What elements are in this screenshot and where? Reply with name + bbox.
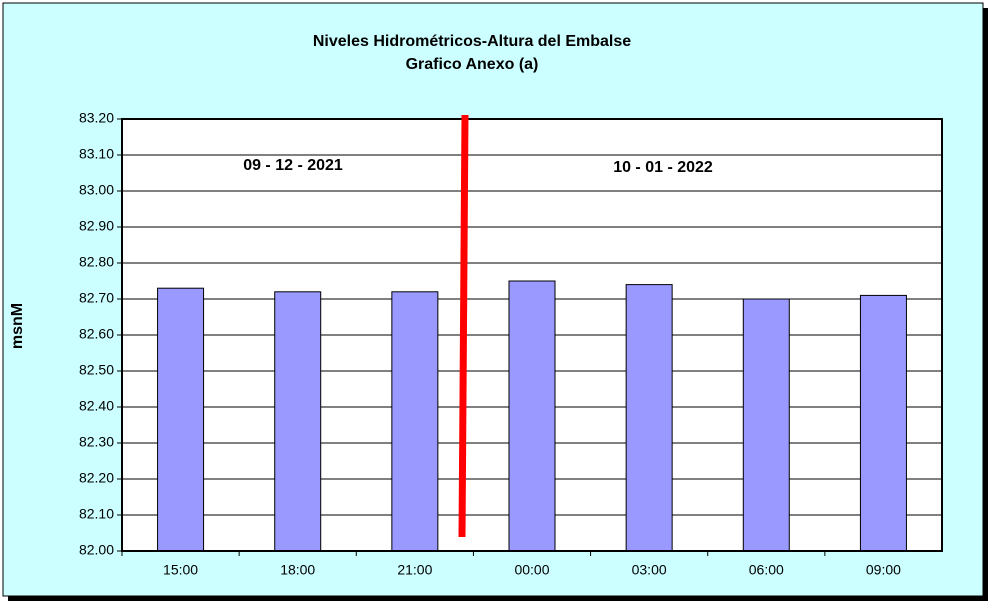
x-tick-label: 09:00: [866, 562, 901, 578]
y-tick-label: 82.50: [79, 362, 114, 378]
y-tick-label: 82.30: [79, 434, 114, 450]
y-tick-label: 82.40: [79, 398, 114, 414]
date-separator: [458, 114, 469, 538]
annotation: 09 - 12 - 2021: [243, 157, 343, 174]
x-tick-label: 21:00: [397, 562, 432, 578]
chart-title: Niveles Hidrométricos-Altura del Embalse: [313, 33, 631, 50]
y-tick-label: 82.00: [79, 542, 114, 558]
y-tick-label: 82.70: [79, 290, 114, 306]
y-tick-label: 82.80: [79, 254, 114, 270]
y-tick-label: 83.10: [79, 146, 114, 162]
x-tick-label: 18:00: [280, 562, 315, 578]
x-tick-label: 00:00: [514, 562, 549, 578]
bar: [625, 284, 673, 552]
chart-subtitle: Grafico Anexo (a): [406, 56, 539, 73]
x-tick-label: 03:00: [632, 562, 667, 578]
bar: [157, 287, 205, 552]
x-tick-label: 06:00: [749, 562, 784, 578]
x-tick-label: 15:00: [163, 562, 198, 578]
y-tick-label: 82.90: [79, 218, 114, 234]
y-tick-label: 83.20: [79, 110, 114, 126]
bar: [742, 298, 790, 552]
y-tick-label: 83.00: [79, 182, 114, 198]
bar: [274, 291, 322, 552]
annotation: 10 - 01 - 2022: [613, 159, 713, 176]
y-axis-label: msnM: [9, 303, 26, 349]
y-tick-label: 82.10: [79, 506, 114, 522]
bar: [391, 291, 439, 552]
plot-border: [121, 118, 943, 552]
y-tick-label: 82.60: [79, 326, 114, 342]
y-tick-label: 82.20: [79, 470, 114, 486]
bar: [508, 280, 556, 552]
bar: [859, 294, 907, 552]
